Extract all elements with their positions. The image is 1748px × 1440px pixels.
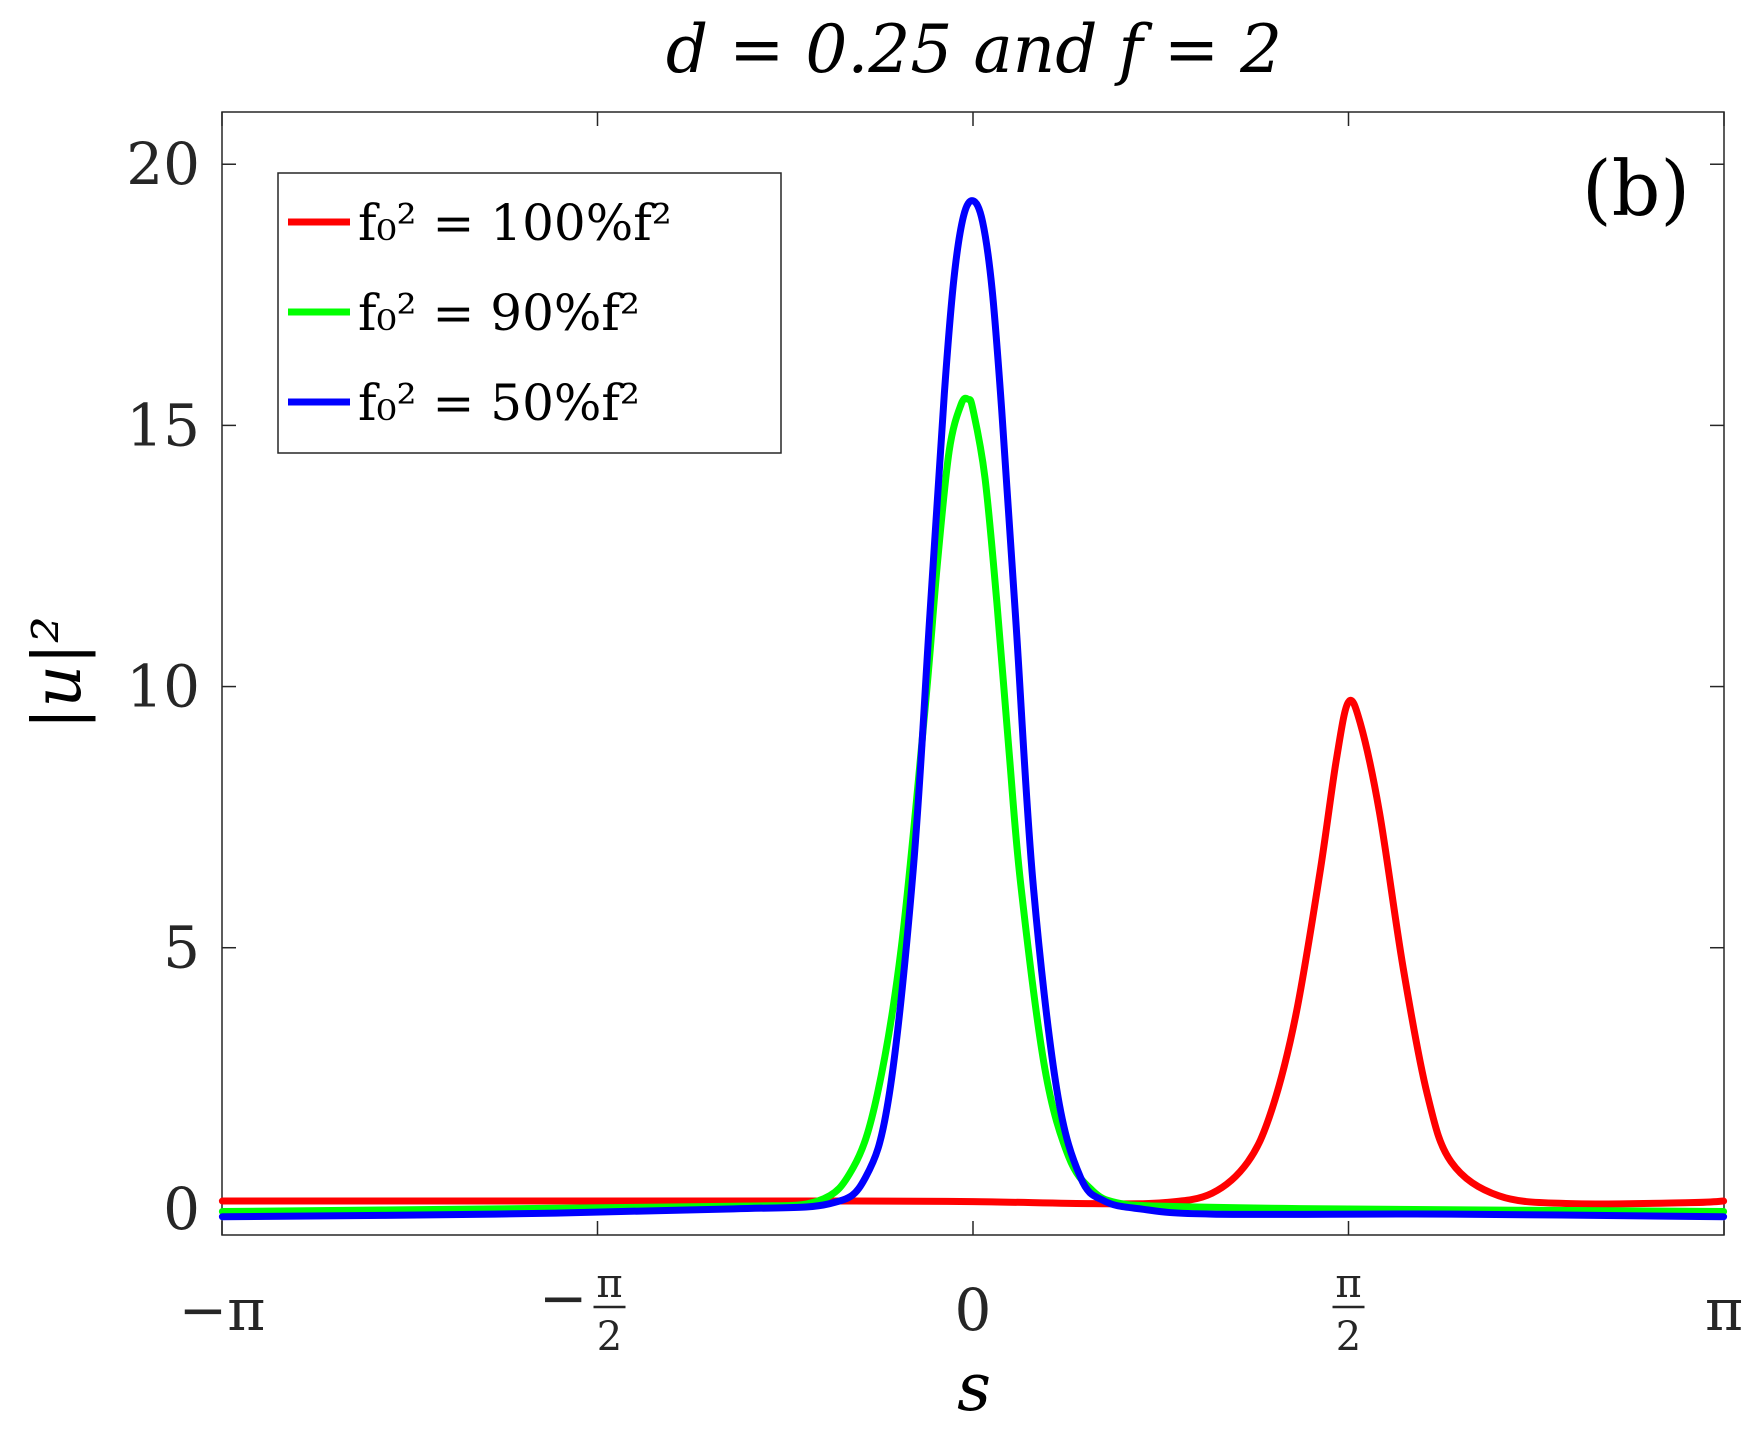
y-tick-label: 10 [126,653,200,721]
x-tick-label-numerator: π [1335,1261,1361,1307]
y-axis-label: |u|² [19,616,96,729]
x-axis-label: s [957,1349,991,1426]
x-tick-label: −π [179,1276,266,1344]
y-tick-label: 5 [163,914,200,982]
y-tick-label: 20 [126,130,200,198]
chart-title: d = 0.25 and f = 2 [666,11,1282,88]
panel-label: (b) [1582,144,1690,233]
x-tick-label-sign: − [539,1264,588,1332]
x-tick-label: π [1705,1276,1743,1344]
legend-label: f₀² = 90%f² [358,284,640,342]
x-tick-label: 0 [955,1276,992,1344]
series-layer [218,197,1728,1221]
x-tick-label: π2 [1332,1261,1365,1360]
x-tick-label-denominator: 2 [597,1314,622,1360]
legend-label: f₀² = 50%f² [358,374,640,432]
x-tick-label-numerator: π [596,1261,622,1307]
y-tick-label: 15 [126,391,200,459]
x-tick-label-denominator: 2 [1336,1314,1361,1360]
series-100-percent-line [218,696,1728,1208]
series-90-percent-line [218,394,1728,1215]
y-tick-label: 0 [163,1175,200,1243]
x-tick-label: − π 2 [539,1261,626,1360]
series-50-percent-line [218,197,1728,1221]
legend-label: f₀² = 100%f² [358,194,672,252]
legend-box [277,172,782,454]
legend: f₀² = 100%f² f₀² = 90%f² f₀² = 50%f² [277,172,782,454]
